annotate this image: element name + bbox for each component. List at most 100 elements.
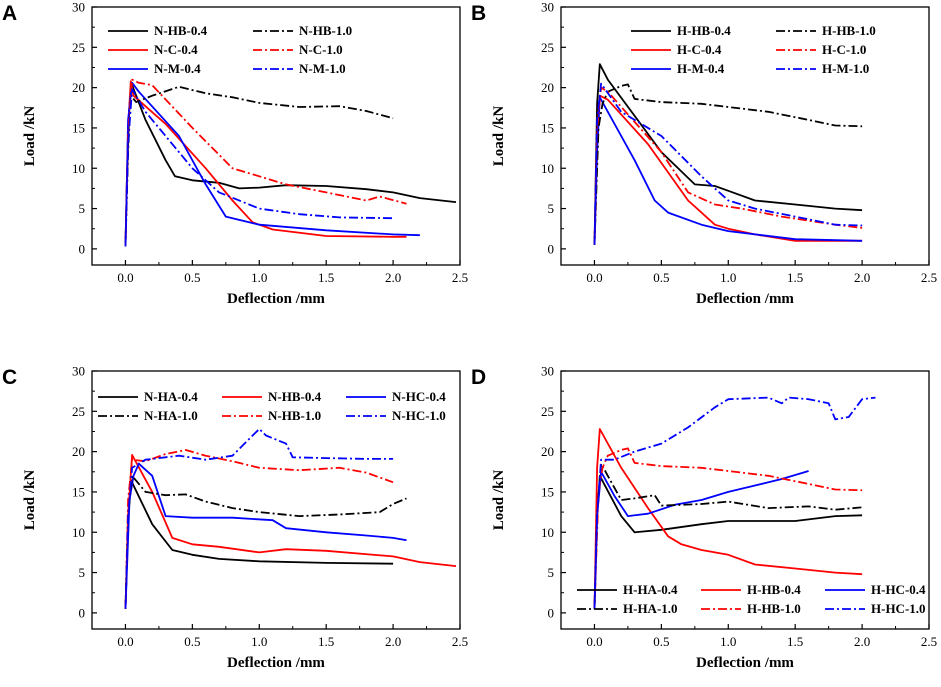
x-axis-label: Deflection /mm bbox=[227, 291, 325, 307]
x-tick-label: 2.0 bbox=[385, 634, 401, 649]
y-tick-label: 5 bbox=[79, 201, 86, 216]
legend-label: N-HB-0.4 bbox=[154, 23, 208, 38]
legend-label: H-HC-0.4 bbox=[871, 582, 926, 597]
series-line-h-hb-0.4 bbox=[593, 428, 863, 609]
panel-letter-c: C bbox=[2, 366, 17, 389]
series-line-n-m-1.0 bbox=[124, 88, 394, 245]
legend-label: N-HA-0.4 bbox=[144, 389, 198, 404]
legend-label: H-C-1.0 bbox=[822, 42, 866, 57]
x-tick-label: 0.5 bbox=[653, 634, 669, 649]
chart-d: 0.0 0.5 1.0 1.5 2.0 2.5 0 5 10 15 20 25 30 Deflection… bbox=[491, 364, 937, 672]
series-group bbox=[593, 396, 876, 609]
x-tick-label: 1.0 bbox=[720, 634, 736, 649]
legend-label: H-HB-0.4 bbox=[677, 23, 731, 38]
y-tick-label: 0 bbox=[79, 241, 86, 256]
y-tick-label: 30 bbox=[72, 0, 85, 15]
y-tick-label: 20 bbox=[541, 444, 554, 459]
series-line-n-c-0.4 bbox=[124, 80, 407, 245]
series-group bbox=[124, 78, 457, 247]
plot-frame bbox=[91, 6, 461, 266]
legend-label: N-M-1.0 bbox=[299, 61, 346, 76]
x-tick-label: 2.0 bbox=[854, 634, 870, 649]
y-tick-label: 0 bbox=[79, 605, 86, 620]
y-tick-label: 20 bbox=[541, 80, 554, 95]
legend-label: N-HB-1.0 bbox=[268, 408, 321, 423]
plot-frame bbox=[91, 370, 461, 630]
series-line-n-c-1.0 bbox=[124, 78, 407, 245]
x-tick-label: 1.5 bbox=[787, 270, 803, 285]
series-line-h-hc-1.0 bbox=[593, 396, 876, 609]
legend-label: H-HB-1.0 bbox=[822, 23, 876, 38]
y-tick-label: 25 bbox=[72, 40, 85, 55]
y-tick-label: 25 bbox=[541, 40, 554, 55]
legend-label: H-HA-0.4 bbox=[623, 582, 678, 597]
chart-b: 0.0 0.5 1.0 1.5 2.0 2.5 0 5 10 15 20 25 30 Deflection… bbox=[491, 0, 937, 307]
y-tick-label: 5 bbox=[548, 565, 555, 580]
series-line-n-hc-1.0 bbox=[124, 428, 394, 609]
legend-label: N-M-0.4 bbox=[154, 61, 201, 76]
legend-label: H-M-0.4 bbox=[677, 61, 725, 76]
y-axis-label: Load /kN bbox=[22, 106, 38, 167]
x-axis-label: Deflection /mm bbox=[696, 291, 794, 307]
series-group bbox=[124, 428, 457, 609]
y-tick-label: 25 bbox=[541, 404, 554, 419]
x-tick-label: 1.5 bbox=[318, 634, 334, 649]
series-line-h-hb-1.0 bbox=[593, 447, 863, 609]
y-tick-label: 15 bbox=[72, 484, 85, 499]
y-tick-label: 5 bbox=[548, 201, 555, 216]
y-tick-label: 15 bbox=[541, 484, 554, 499]
legend-label: N-C-1.0 bbox=[299, 42, 343, 57]
y-tick-label: 0 bbox=[548, 241, 555, 256]
series-line-n-m-0.4 bbox=[124, 81, 420, 247]
x-tick-label: 1.0 bbox=[720, 270, 736, 285]
x-tick-label: 0.5 bbox=[184, 270, 200, 285]
series-line-n-ha-1.0 bbox=[124, 474, 407, 609]
y-tick-label: 10 bbox=[72, 161, 85, 176]
series-line-n-hb-0.4 bbox=[124, 453, 457, 609]
series-line-h-ha-1.0 bbox=[593, 462, 863, 609]
y-tick-label: 5 bbox=[79, 565, 86, 580]
y-tick-label: 10 bbox=[541, 161, 554, 176]
legend-label: H-C-0.4 bbox=[677, 42, 722, 57]
x-tick-label: 2.5 bbox=[921, 270, 937, 285]
series-group bbox=[593, 63, 863, 245]
legend-label: N-C-0.4 bbox=[154, 42, 198, 57]
chart-a: 0.0 0.5 1.0 1.5 2.0 2.5 0 5 10 15 20 25 30 Deflection… bbox=[22, 0, 468, 307]
legend-label: H-HB-0.4 bbox=[747, 582, 801, 597]
legend-label: N-HB-0.4 bbox=[268, 389, 322, 404]
y-axis-label: Load /kN bbox=[22, 470, 38, 531]
y-tick-label: 20 bbox=[72, 80, 85, 95]
panel-c: C 0.0 0.5 1.0 1.5 2.0 2.5 0 5 10 15 20 25 30 Deflecti… bbox=[2, 364, 468, 672]
series-line-h-m-1.0 bbox=[593, 82, 863, 245]
legend-label: H-HB-1.0 bbox=[747, 601, 801, 616]
x-tick-label: 2.5 bbox=[452, 634, 468, 649]
x-tick-label: 0.0 bbox=[586, 634, 602, 649]
series-line-n-ha-0.4 bbox=[124, 478, 394, 609]
x-axis-label: Deflection /mm bbox=[227, 655, 325, 671]
plot-frame bbox=[560, 6, 930, 266]
y-tick-label: 30 bbox=[72, 364, 85, 379]
panel-b: B 0.0 0.5 1.0 1.5 2.0 2.5 0 5 10 15 20 25 30 Deflecti… bbox=[471, 0, 937, 307]
legend-label: N-HA-1.0 bbox=[144, 408, 198, 423]
x-tick-label: 1.5 bbox=[787, 634, 803, 649]
y-axis-label: Load /kN bbox=[491, 106, 507, 167]
legend-label: H-M-1.0 bbox=[822, 61, 869, 76]
y-tick-label: 10 bbox=[541, 525, 554, 540]
x-tick-label: 2.5 bbox=[921, 634, 937, 649]
y-tick-label: 15 bbox=[541, 120, 554, 135]
series-line-n-hb-0.4 bbox=[124, 84, 457, 245]
panel-a: A 0.0 0.5 1.0 1.5 2.0 2.5 0 5 10 15 20 25 30 Deflecti… bbox=[2, 0, 468, 307]
x-tick-label: 2.5 bbox=[452, 270, 468, 285]
x-axis-label: Deflection /mm bbox=[696, 655, 794, 671]
series-line-h-hc-0.4 bbox=[593, 470, 809, 609]
x-tick-label: 0.0 bbox=[117, 270, 133, 285]
x-tick-label: 1.5 bbox=[318, 270, 334, 285]
legend: H-HA-0.4 H-HB-0.4 H-HC-0.4 H-HA-1.0 H-HB-1.0… bbox=[577, 582, 926, 616]
y-tick-label: 0 bbox=[548, 605, 555, 620]
legend-label: H-HA-1.0 bbox=[623, 601, 678, 616]
y-tick-label: 30 bbox=[541, 364, 554, 379]
panel-letter-d: D bbox=[471, 366, 486, 389]
y-tick-label: 10 bbox=[72, 525, 85, 540]
legend-label: H-HC-1.0 bbox=[871, 601, 926, 616]
